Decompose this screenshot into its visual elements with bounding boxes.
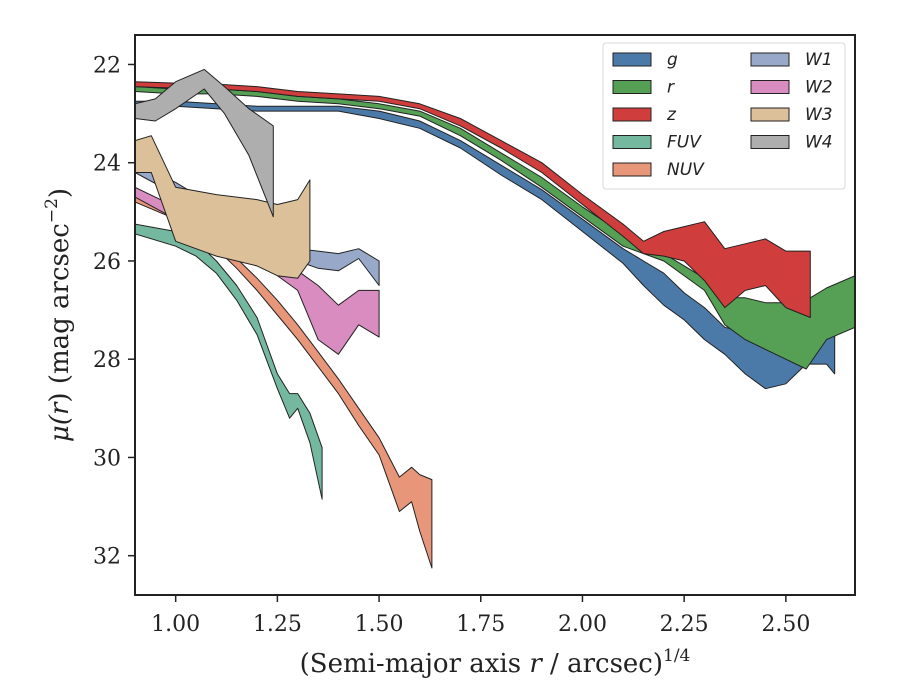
legend-label: NUV (667, 160, 705, 180)
legend-swatch (750, 135, 790, 149)
y-tick-label: 24 (93, 152, 121, 177)
legend-swatch (612, 107, 652, 122)
series-band-w4 (135, 68, 274, 218)
y-tick-label: 32 (93, 545, 121, 570)
legend-entry-z: z (612, 105, 677, 125)
plot-frame (134, 34, 856, 596)
x-tick-label: 1.00 (151, 612, 200, 637)
ticks-layer: 1.00 1.25 1.50 1.75 2.00 2.25 2.50 22 24 26 28 30 32 (93, 53, 810, 637)
legend-entry-w3: W3 (750, 105, 833, 125)
legend-entry-w1: W1 (750, 50, 833, 70)
series-band-r (135, 86, 855, 370)
legend-swatch (612, 52, 652, 67)
legend-entry-g: g (612, 50, 678, 70)
x-tick-label: 1.25 (253, 612, 302, 637)
legend: grz FUV NUV W1 W2 W3 W4 (602, 42, 846, 190)
series-band-w3 (135, 135, 311, 279)
legend-swatch (612, 80, 652, 94)
legend-label: W1 (805, 50, 833, 70)
legend-label: r (667, 78, 675, 98)
legend-label: W2 (805, 78, 833, 98)
series-band-fuv (135, 223, 323, 500)
series-band-nuv (135, 191, 433, 569)
x-tick-label: 2.25 (660, 612, 709, 637)
legend-box (602, 42, 846, 190)
legend-swatch (750, 80, 790, 94)
legend-swatch (750, 107, 790, 122)
legend-entry-nuv: NUV (612, 160, 705, 180)
series-band-g (135, 100, 836, 390)
legend-entry-w2: W2 (750, 78, 833, 98)
series-band-z (135, 81, 811, 318)
y-axis-label: μ(r) (mag arcsec−2) (42, 188, 75, 442)
legend-label: z (666, 105, 677, 125)
legend-label: W3 (805, 105, 833, 125)
y-tick-label: 26 (93, 250, 121, 275)
legend-entry-r: r (612, 78, 675, 98)
legend-swatch (750, 52, 790, 67)
y-tick-label: 22 (93, 53, 121, 78)
legend-label: g (667, 50, 678, 70)
series-layer (135, 68, 855, 569)
x-tick-label: 2.00 (558, 612, 607, 637)
x-axis-label: (Semi-major axis r / arcsec)1/4 (300, 646, 691, 679)
x-tick-label: 2.50 (761, 612, 810, 637)
y-tick-label: 30 (93, 446, 121, 471)
legend-label: FUV (667, 133, 702, 153)
x-tick-label: 1.75 (456, 612, 505, 637)
legend-swatch (612, 135, 652, 149)
legend-entry-w4: W4 (750, 133, 833, 153)
legend-label: W4 (805, 133, 833, 153)
x-tick-label: 1.50 (355, 612, 404, 637)
legend-swatch (612, 162, 652, 177)
legend-entry-fuv: FUV (612, 133, 702, 153)
y-tick-label: 28 (93, 348, 121, 373)
